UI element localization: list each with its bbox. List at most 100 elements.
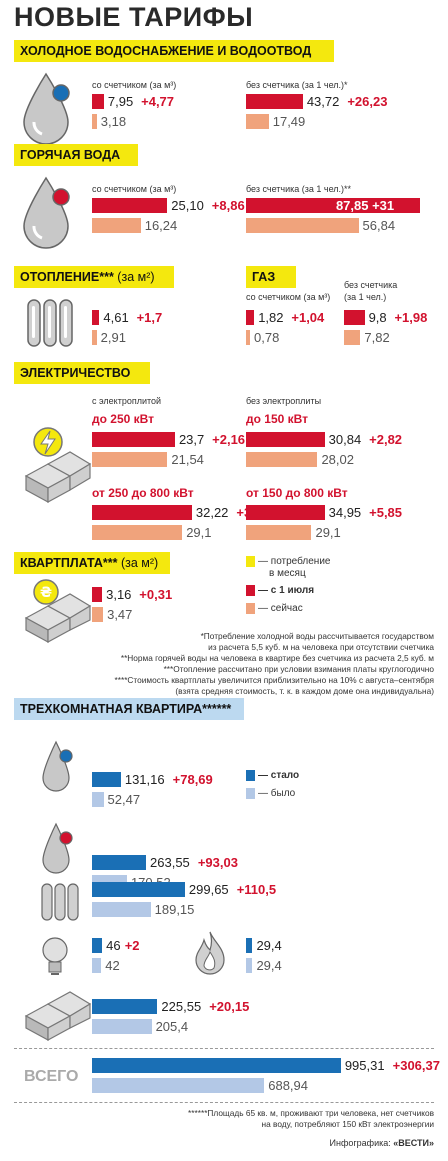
gas-with-meter-bar-new xyxy=(246,310,255,325)
gas-with-meter-value-new: 1,82 xyxy=(258,310,284,325)
cold-with-meter-value-old: 3,18 xyxy=(100,114,127,129)
apt-rent-increase: +20,15 xyxy=(209,999,250,1014)
legend-became: — стало xyxy=(258,770,300,781)
note-6b: на воду, потребляют 150 кВт электроэнерг… xyxy=(261,1119,434,1129)
legend-red-square xyxy=(246,585,255,596)
apt-hot-water-bar-new xyxy=(92,855,147,870)
gas-with-meter-value-old: 0,78 xyxy=(254,330,280,345)
label-without-meter: без счетчика (за 1 чел.)* xyxy=(246,80,348,90)
label-gas-without-meter-2: (за 1 чел.) xyxy=(344,292,387,302)
legend-now: — сейчас xyxy=(258,603,303,614)
cold-with-meter-bar-old xyxy=(92,114,97,129)
apt-radiator-icon xyxy=(41,883,79,921)
el-stove-upto250-increase: +2,16 xyxy=(212,432,246,447)
rent-bar-old xyxy=(92,607,104,622)
apt-gas-bar-new xyxy=(246,938,253,953)
label-with-meter: со счетчиком (за м³) xyxy=(92,80,177,90)
el-nostove-from150-increase: +5,85 xyxy=(369,505,403,520)
el-stove-from250-bar-new xyxy=(92,505,192,520)
apt-heating-increase: +110,5 xyxy=(236,882,277,897)
hot-with-meter-value-new: 25,10 xyxy=(171,198,204,213)
apt-heating-bar-old xyxy=(92,902,151,917)
heating-value-new: 4,61 xyxy=(103,310,129,325)
apt-cold-water-icon xyxy=(42,740,73,792)
hot-without-meter-value-old: 56,84 xyxy=(362,218,396,233)
apt-heating-value-new: 299,65 xyxy=(188,882,229,897)
el-nostove-upto150-bar-new xyxy=(246,432,325,447)
hot-water-drop-icon xyxy=(23,176,70,249)
credit-brand: «ВЕСТИ» xyxy=(393,1138,434,1148)
hot-without-meter-value-new: 87,85 +31 xyxy=(335,198,395,213)
apt-cold-water-increase: +78,69 xyxy=(172,772,213,787)
gas-with-meter-bar-old xyxy=(246,330,250,345)
note-1a: *Потребление холодной воды рассчитываетс… xyxy=(200,631,434,641)
heating-bar-new xyxy=(92,310,100,325)
cold-without-meter-bar-old xyxy=(246,114,269,129)
gas-without-meter-value-old: 7,82 xyxy=(364,330,390,345)
page-title: НОВЫЕ ТАРИФЫ xyxy=(14,2,254,32)
apt-total-bar-old xyxy=(92,1078,265,1093)
legend-consumption-1: — потребление xyxy=(258,556,331,567)
apt-rent-value-old: 205,4 xyxy=(155,1019,189,1034)
hot-with-meter-increase: +8,86 xyxy=(211,198,245,213)
apt-gas-value-new: 29,4 xyxy=(256,938,282,953)
legend-consumption-2: в месяц xyxy=(269,568,306,579)
apt-cold-water-value-new: 131,16 xyxy=(124,772,165,787)
heating-increase: +1,7 xyxy=(136,310,163,325)
apt-heating-value-old: 189,15 xyxy=(154,902,195,917)
note-4b: (взята средняя стоимость, т. к. в каждом… xyxy=(175,686,434,696)
el-stove-upto250-bar-new xyxy=(92,432,175,447)
apt-electricity-bar-new xyxy=(92,938,103,953)
apt-rent-value-new: 225,55 xyxy=(161,999,202,1014)
cold-with-meter-value-new: 7,95 xyxy=(107,94,134,109)
label-with-meter-hot: со счетчиком (за м³) xyxy=(92,184,177,194)
el-nostove-upto150-increase: +2,82 xyxy=(369,432,403,447)
apt-rent-bar-old xyxy=(92,1019,152,1034)
apt-rent-bar-new xyxy=(92,999,158,1014)
el-stove-upto250-value-old: 21,54 xyxy=(171,452,204,467)
apt-hot-water-increase: +93,03 xyxy=(197,855,238,870)
gas-without-meter-bar-new xyxy=(344,310,365,325)
el-nostove-upto150-value-old: 28,02 xyxy=(321,452,354,467)
el-nostove-from150-value-new: 34,95 xyxy=(328,505,362,520)
apt-electricity-value-old: 42 xyxy=(105,958,120,973)
heating-unit: (за м²) xyxy=(117,270,155,284)
svg-text:₴: ₴ xyxy=(40,585,52,601)
section-rent: КВАРТПЛАТА*** (за м²) xyxy=(14,552,170,574)
apt-gas-value-old: 29,4 xyxy=(256,958,282,973)
apt-house-icon xyxy=(24,991,92,1042)
rent-value-old: 3,47 xyxy=(107,607,133,622)
rent-unit: (за м²) xyxy=(120,556,159,570)
section-heating: ОТОПЛЕНИЕ*** (за м²) xyxy=(14,266,174,288)
gas-flame-icon xyxy=(195,931,225,975)
legend-from-july: — с 1 июля xyxy=(258,585,315,596)
apt-cold-water-bar-old xyxy=(92,792,104,807)
label-with-stove: с электроплитой xyxy=(92,396,162,406)
credit: Инфографика: «ВЕСТИ» xyxy=(330,1138,434,1149)
label-from-250: от 250 до 800 кВт xyxy=(92,486,194,500)
apt-total-value-new: 995,31 xyxy=(344,1058,385,1073)
apt-hot-water-icon xyxy=(42,822,73,874)
hot-without-meter-bar-old xyxy=(246,218,359,233)
heating-title: ОТОПЛЕНИЕ*** xyxy=(20,270,114,284)
house-rent-icon: ₴ xyxy=(24,579,92,644)
el-stove-upto250-bar-old xyxy=(92,452,168,467)
label-from-150: от 150 до 800 кВт xyxy=(246,486,348,500)
lightbulb-icon xyxy=(42,937,68,975)
cold-without-meter-bar-new xyxy=(246,94,303,109)
label-gas-without-meter-1: без счетчика xyxy=(344,280,398,290)
section-gas: ГАЗ xyxy=(246,266,296,288)
note-1b: из расчета 5,5 куб. м на человека при от… xyxy=(208,642,434,652)
hot-with-meter-bar-new xyxy=(92,198,168,213)
el-stove-from250-value-new: 32,22 xyxy=(195,505,229,520)
section-hot-water: ГОРЯЧАЯ ВОДА xyxy=(14,144,138,166)
legend-was-square xyxy=(246,788,255,799)
apt-electricity-value-new: 46 xyxy=(106,938,121,953)
cold-with-meter-increase: +4,77 xyxy=(141,94,175,109)
label-without-stove: без электроплиты xyxy=(246,396,322,406)
heating-bar-old xyxy=(92,330,97,345)
legend-salmon-square xyxy=(246,603,255,614)
apt-electricity-increase: +2 xyxy=(124,938,140,953)
gas-without-meter-value-new: 9,8 xyxy=(368,310,387,325)
gas-without-meter-increase: +1,98 xyxy=(394,310,428,325)
